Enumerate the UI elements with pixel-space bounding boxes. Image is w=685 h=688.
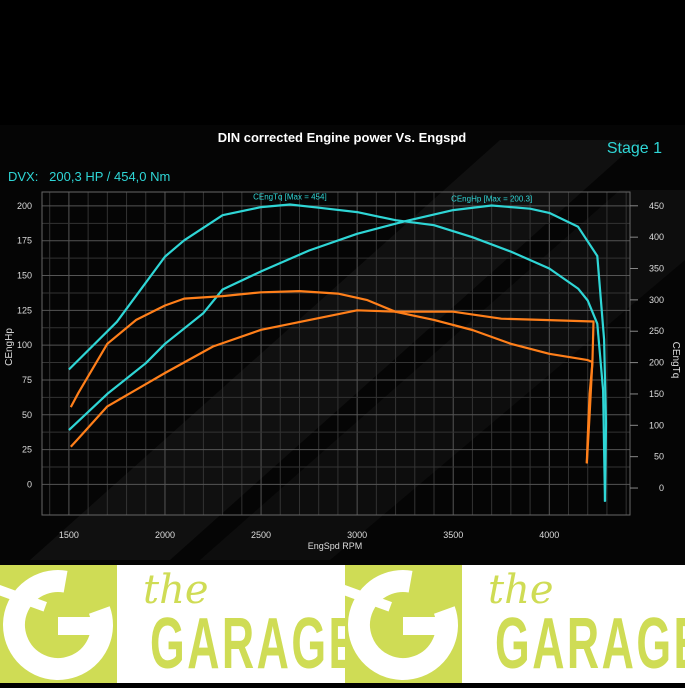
logo-garage: GARAGE (150, 604, 361, 684)
y2-tick-label: 450 (649, 201, 664, 211)
y2-tick-label: 350 (649, 264, 664, 274)
y2-axis-label: CEngTq (670, 342, 681, 379)
max-annotation: CEngTq [Max = 454] (253, 192, 327, 201)
watermark (30, 140, 685, 560)
g-wrench-icon (341, 565, 462, 683)
y2-tick-label: 150 (649, 389, 664, 399)
logo-garage: GARAGE (495, 604, 685, 684)
y-tick-label: 0 (27, 479, 32, 489)
y2-tick-label: 250 (649, 326, 664, 336)
logo-the: the (143, 567, 209, 613)
y-tick-label: 75 (22, 375, 32, 385)
series-line-tuned_tq (68, 203, 607, 502)
y-axis-label: CEngHp (4, 328, 15, 366)
y2-tick-label: 200 (649, 358, 664, 368)
plot-frame (41, 191, 631, 516)
y-tick-label: 25 (22, 445, 32, 455)
y-tick-label: 100 (17, 340, 32, 350)
garage-logo: the GARAGE (341, 565, 685, 684)
x-tick-label: 1500 (59, 530, 79, 540)
x-tick-label: 3000 (347, 530, 367, 540)
max-annotation: CEngHp [Max = 200.3] (451, 195, 532, 204)
logo-band: the GARAGE the GARAGE (0, 565, 685, 683)
summary-label: DVX: 200,3 HP / 454,0 Nm (8, 169, 170, 184)
y2-tick-label: 0 (659, 483, 664, 493)
y-tick-label: 150 (17, 271, 32, 281)
logo-the: the (488, 567, 554, 613)
series-line-stock_tq (69, 290, 594, 463)
series-line-stock_hp (69, 309, 595, 464)
y-tick-label: 175 (17, 236, 32, 246)
y-tick-label: 125 (17, 305, 32, 315)
y-tick-label: 200 (17, 201, 32, 211)
y2-tick-label: 300 (649, 295, 664, 305)
series-line-tuned_hp (68, 204, 608, 502)
chart-title: DIN corrected Engine power Vs. Engspd (218, 130, 467, 145)
y2-tick-label: 400 (649, 232, 664, 242)
garage-logo: the GARAGE (0, 565, 358, 683)
x-tick-label: 4000 (539, 530, 559, 540)
x-tick-label: 3500 (443, 530, 463, 540)
y-tick-label: 50 (22, 410, 32, 420)
x-tick-label: 2000 (155, 530, 175, 540)
y2-tick-label: 50 (654, 452, 664, 462)
g-wrench-icon (0, 565, 117, 683)
y2-tick-label: 100 (649, 420, 664, 430)
x-axis-label: EngSpd RPM (308, 541, 363, 551)
stage-label: Stage 1 (607, 140, 662, 157)
x-tick-label: 2500 (251, 530, 271, 540)
dyno-chart: DIN corrected Engine power Vs. Engspd St… (4, 130, 685, 560)
